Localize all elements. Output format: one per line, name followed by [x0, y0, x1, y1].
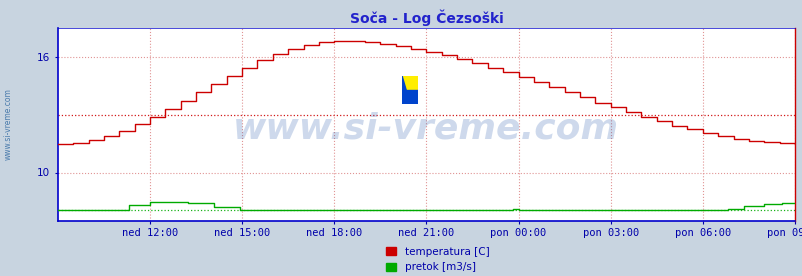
Text: www.si-vreme.com: www.si-vreme.com — [233, 111, 618, 145]
Text: www.si-vreme.com: www.si-vreme.com — [3, 88, 13, 160]
Bar — [402, 76, 418, 90]
Polygon shape — [402, 76, 410, 104]
Bar — [402, 90, 418, 104]
Title: Soča - Log Čezsoški: Soča - Log Čezsoški — [349, 10, 503, 26]
Legend: temperatura [C], pretok [m3/s]: temperatura [C], pretok [m3/s] — [381, 243, 493, 276]
